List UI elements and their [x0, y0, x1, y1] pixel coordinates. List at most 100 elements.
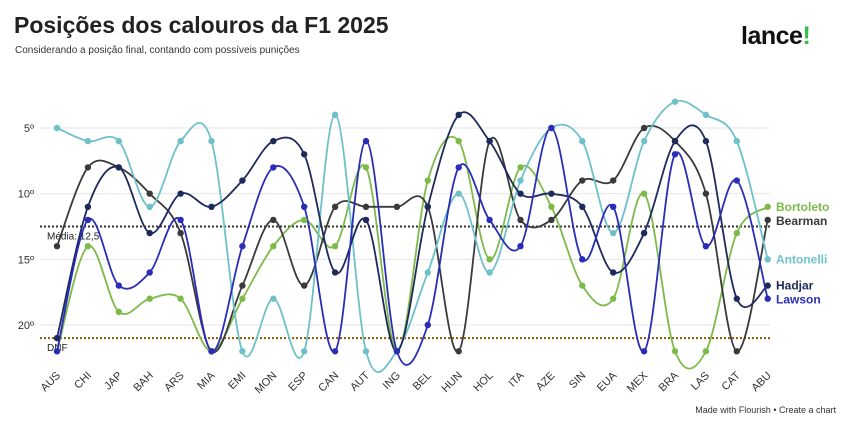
data-point	[84, 137, 92, 145]
footer-separator: •	[770, 405, 779, 415]
data-point	[579, 137, 586, 145]
data-point	[393, 203, 401, 210]
data-point	[84, 216, 92, 224]
data-point	[301, 216, 308, 224]
data-point	[115, 164, 123, 171]
data-point	[424, 203, 431, 210]
data-point	[671, 151, 679, 158]
data-point	[702, 190, 710, 197]
data-point	[764, 295, 771, 302]
data-point	[671, 137, 679, 145]
data-point	[53, 348, 61, 355]
x-tick-label: AUS	[39, 370, 63, 394]
x-tick-label: HOL	[471, 370, 495, 394]
y-tick-label: 20º	[18, 320, 34, 332]
x-tick-label: AUT	[348, 369, 372, 393]
data-point	[517, 190, 524, 197]
made-with-flourish-link[interactable]: Made with Flourish	[695, 405, 771, 415]
data-point	[53, 334, 61, 342]
data-point	[733, 348, 740, 355]
data-point	[671, 348, 679, 355]
x-tick-label: CAT	[719, 369, 743, 393]
data-point	[548, 203, 555, 210]
data-point	[177, 216, 184, 224]
data-point	[270, 164, 277, 171]
y-tick-label: 10º	[18, 189, 34, 201]
data-point	[239, 282, 246, 289]
chart-title: Posições dos calouros da F1 2025	[14, 12, 389, 38]
data-point	[517, 164, 524, 171]
data-point	[733, 177, 740, 184]
data-point	[579, 282, 586, 289]
x-tick-label: SIN	[567, 370, 588, 391]
data-point	[239, 177, 246, 184]
data-point	[177, 190, 184, 197]
data-point	[455, 164, 462, 171]
data-point	[331, 269, 339, 276]
data-point	[362, 348, 370, 355]
data-point	[208, 203, 215, 210]
data-point	[455, 137, 462, 145]
data-point	[208, 348, 215, 355]
data-point	[177, 137, 184, 145]
data-point	[610, 295, 617, 302]
data-point	[362, 216, 370, 224]
data-point	[671, 98, 679, 105]
y-tick-label: 5º	[24, 123, 34, 135]
x-tick-label: LAS	[689, 370, 712, 393]
x-tick-label: ING	[381, 370, 403, 392]
data-point	[640, 190, 648, 197]
data-point	[517, 243, 524, 250]
x-tick-label: AZE	[534, 370, 558, 394]
x-tick-label: JAP	[102, 370, 125, 393]
x-tick-label: BEL	[411, 370, 434, 393]
series-lines	[56, 99, 769, 373]
data-point	[146, 269, 153, 276]
data-point	[424, 177, 431, 184]
data-point	[301, 203, 308, 210]
data-point	[610, 229, 617, 237]
lance-logo[interactable]: lance!	[741, 22, 811, 51]
data-point	[115, 282, 123, 289]
x-tick-label: ESP	[286, 370, 310, 394]
data-point	[640, 124, 648, 132]
series-line	[56, 135, 769, 370]
data-point	[610, 177, 617, 184]
x-tick-label: MEX	[625, 369, 651, 395]
data-point	[455, 111, 462, 119]
data-point	[239, 348, 246, 355]
series-end-label: Antonelli	[776, 252, 827, 266]
y-tick-label: 15º	[18, 254, 34, 266]
data-point	[702, 111, 710, 119]
x-tick-label: EMI	[226, 370, 248, 392]
data-point	[270, 243, 277, 250]
series-line	[56, 127, 769, 366]
data-point	[177, 295, 184, 302]
data-point	[579, 177, 586, 184]
create-chart-link[interactable]: Create a chart	[778, 405, 836, 415]
data-point	[84, 164, 92, 171]
x-tick-label: MIA	[195, 369, 218, 392]
x-tick-label: ABU	[749, 370, 774, 395]
data-point	[331, 203, 339, 210]
x-tick-label: ARS	[162, 370, 186, 394]
data-point	[517, 177, 524, 184]
series-end-label: Bortoleto	[776, 200, 829, 214]
data-point	[764, 282, 771, 289]
data-point	[115, 137, 123, 145]
logo-mark: !	[802, 22, 811, 50]
series-points	[53, 98, 771, 355]
x-tick-label: CAN	[316, 370, 341, 395]
reference-line-label: Média: 12,5	[47, 232, 100, 243]
data-point	[362, 164, 370, 171]
data-point	[517, 216, 524, 224]
data-point	[393, 348, 401, 355]
chart-subtitle: Considerando a posição final, contando c…	[15, 45, 300, 56]
data-point	[702, 243, 710, 250]
data-point	[486, 216, 493, 224]
data-point	[115, 308, 123, 316]
data-point	[640, 348, 648, 355]
footer: Made with Flourish • Create a chart	[695, 405, 836, 415]
